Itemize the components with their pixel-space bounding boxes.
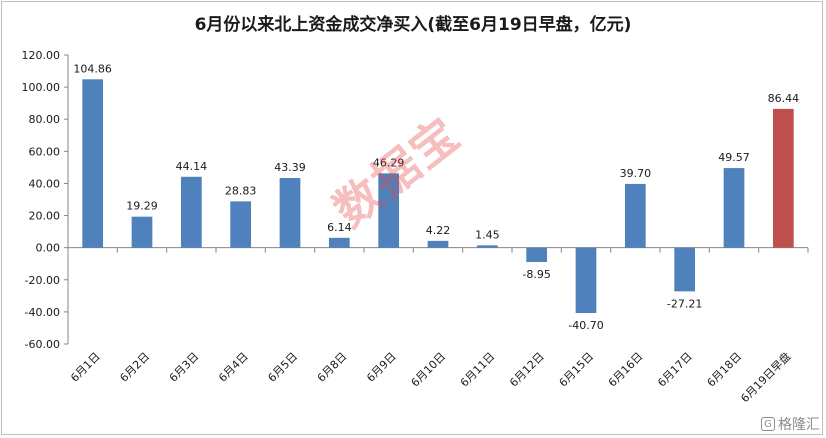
bar — [378, 173, 400, 248]
data-label: 4.22 — [426, 224, 451, 237]
y-tick-label: -40.00 — [25, 306, 60, 319]
y-tick-label: -20.00 — [25, 274, 60, 287]
x-tick-label: 6月3日 — [167, 350, 202, 385]
bar — [230, 201, 252, 248]
data-label: -40.70 — [568, 319, 603, 332]
y-tick-label: 120.00 — [22, 49, 61, 62]
x-tick-label: 6月16日 — [606, 350, 646, 390]
x-tick-label: 6月9日 — [364, 350, 399, 385]
y-tick-label: 80.00 — [29, 113, 61, 126]
bar — [328, 237, 350, 248]
x-tick-label: 6月1日 — [68, 350, 103, 385]
x-tick-label: 6月4日 — [216, 350, 251, 385]
y-tick-label: 60.00 — [29, 145, 61, 158]
bar — [476, 245, 498, 248]
bar — [82, 79, 104, 248]
bar — [575, 247, 597, 314]
x-tick-label: 6月12日 — [507, 350, 547, 390]
x-tick-label: 6月2日 — [117, 350, 152, 385]
x-tick-label: 6月11日 — [458, 350, 498, 390]
brand-text: 格隆汇 — [778, 417, 820, 433]
data-label: 46.29 — [373, 156, 405, 169]
x-tick-label: 6月8日 — [315, 350, 350, 385]
data-label: 6.14 — [327, 221, 352, 234]
brand-logo: G 格隆汇 — [761, 414, 820, 434]
bar — [427, 240, 449, 248]
y-tick-label: 20.00 — [29, 210, 61, 223]
x-tick-label: 6月18日 — [705, 350, 745, 390]
bar — [180, 176, 202, 248]
bar — [674, 247, 696, 292]
data-label: 1.45 — [475, 228, 500, 241]
bar — [624, 183, 646, 248]
x-tick-label: 6月17日 — [655, 350, 695, 390]
x-tick-label: 6月5日 — [265, 350, 300, 385]
data-label: 44.14 — [176, 160, 208, 173]
data-label: 104.86 — [73, 62, 112, 75]
data-label: 86.44 — [768, 92, 800, 105]
data-label: 19.29 — [126, 200, 158, 213]
bar — [279, 178, 301, 248]
y-tick-label: 40.00 — [29, 177, 61, 190]
data-label: -27.21 — [667, 297, 702, 310]
bar — [131, 216, 153, 248]
y-tick-label: 100.00 — [22, 81, 61, 94]
gelonghui-logo-icon: G — [761, 417, 775, 431]
bar — [772, 108, 794, 248]
data-label: 39.70 — [620, 167, 652, 180]
data-label: 43.39 — [274, 161, 306, 174]
bar — [526, 247, 548, 263]
x-tick-label: 6月19日早盘 — [738, 349, 794, 405]
bar — [723, 168, 745, 248]
y-tick-label: -60.00 — [25, 338, 60, 351]
y-tick-label: 0.00 — [36, 242, 61, 255]
data-label: -8.95 — [522, 268, 550, 281]
data-label: 49.57 — [718, 151, 750, 164]
data-label: 28.83 — [225, 184, 257, 197]
x-tick-label: 6月15日 — [557, 350, 597, 390]
x-tick-label: 6月10日 — [409, 350, 449, 390]
chart-title: 6月份以来北上资金成交净买入(截至6月19日早盘，亿元) — [194, 15, 632, 35]
